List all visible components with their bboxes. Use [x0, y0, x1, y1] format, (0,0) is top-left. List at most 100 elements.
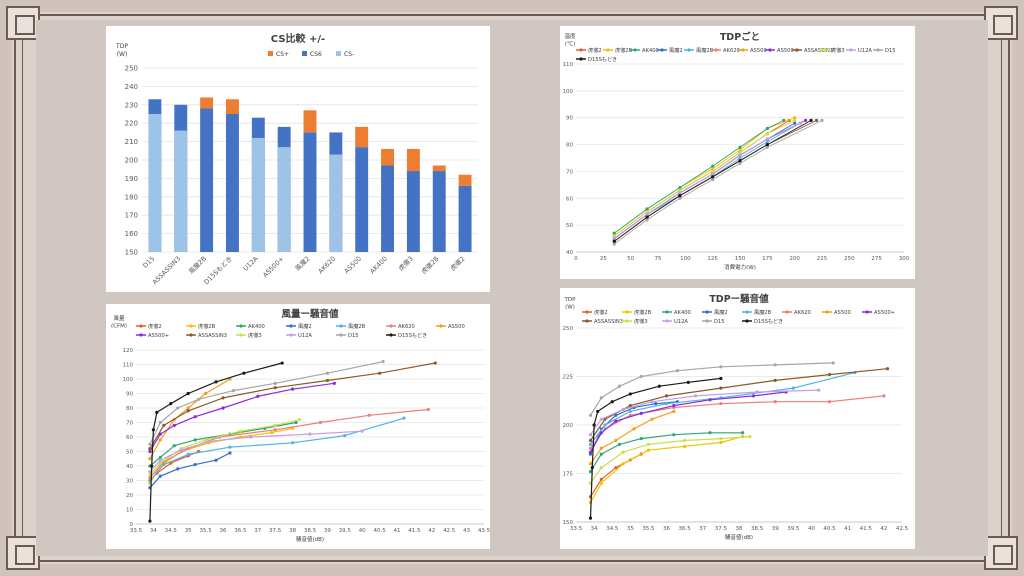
data-point: [738, 148, 742, 152]
data-point: [151, 428, 155, 432]
data-point: [360, 429, 364, 433]
data-point: [148, 519, 152, 523]
data-point: [639, 374, 643, 379]
data-point: [804, 118, 808, 122]
data-point: [273, 428, 277, 432]
legend-marker: [139, 324, 143, 328]
data-point: [798, 121, 802, 125]
legend-label: AK620: [723, 48, 740, 54]
x-tick-label: 34: [150, 528, 157, 534]
data-point: [343, 433, 347, 438]
y-tick-label: 250: [125, 65, 138, 73]
data-point: [628, 392, 632, 396]
data-point: [214, 380, 218, 384]
legend-label: AK400: [248, 324, 265, 330]
series-line: [149, 361, 384, 445]
data-point: [683, 438, 687, 443]
data-point: [162, 462, 166, 467]
legend-label: U12A: [858, 48, 872, 54]
data-point: [325, 371, 329, 375]
legend-label: 虎徹2B: [634, 308, 652, 316]
legend-label: 虎徹2B: [198, 322, 216, 330]
data-point: [193, 415, 197, 419]
y-tick-label: 120: [123, 348, 134, 354]
y-tick-label: 50: [126, 450, 133, 456]
legend-label: CS6: [310, 51, 322, 58]
x-tick-label: 37.5: [269, 528, 282, 534]
legend-label: 虎徹2: [588, 46, 602, 54]
y-tick-label: 110: [123, 363, 134, 369]
bar-cs6: [432, 171, 446, 252]
x-tick-label: AS500+: [261, 255, 285, 279]
legend-label: D15Sもどき: [588, 55, 617, 63]
legend-marker: [768, 48, 772, 52]
legend-label: D15: [348, 333, 359, 339]
legend-marker: [189, 333, 193, 337]
y-tick-label: 20: [126, 493, 133, 499]
data-point: [672, 433, 676, 437]
x-tick-label: 100: [680, 256, 691, 262]
data-point: [599, 431, 603, 435]
data-point: [231, 389, 236, 393]
series-line: [149, 382, 335, 452]
data-point: [738, 156, 742, 160]
data-point: [599, 452, 603, 456]
x-tick-label: 150: [735, 256, 746, 262]
data-point: [610, 400, 614, 404]
legend-marker: [585, 319, 589, 323]
legend-label: 風魔2B: [348, 322, 366, 330]
data-point: [148, 449, 152, 454]
data-point: [588, 462, 593, 466]
data-point: [711, 167, 715, 171]
x-tick-label: 41.5: [408, 528, 421, 534]
legend-marker: [825, 310, 829, 314]
data-point: [158, 474, 162, 478]
legend-marker: [579, 57, 583, 61]
legend-label: 風魔2: [714, 308, 728, 316]
y-tick-label: 200: [563, 423, 574, 429]
x-tick-label: 40: [808, 526, 815, 532]
data-point: [221, 396, 225, 400]
data-point: [675, 369, 680, 373]
data-point: [207, 439, 211, 443]
x-tick-label: 0: [574, 256, 578, 262]
data-point: [773, 378, 777, 382]
x-tick-label: 40: [359, 528, 366, 534]
legend-label: AK620: [398, 324, 415, 330]
data-point: [221, 406, 225, 410]
bar-cs-plus: [200, 97, 214, 109]
data-point: [748, 435, 752, 439]
data-point: [628, 409, 632, 414]
data-point: [645, 207, 649, 211]
data-point: [150, 464, 154, 468]
x-tick-label: 75: [655, 256, 662, 262]
bar-cs6: [458, 185, 472, 252]
data-point: [782, 118, 786, 122]
data-point: [645, 218, 649, 222]
data-point: [588, 446, 593, 450]
x-tick-label: 38: [736, 526, 743, 532]
data-point: [678, 194, 682, 198]
legend-marker: [239, 324, 243, 328]
legend-marker: [741, 48, 745, 52]
x-tick-label: 35: [185, 528, 192, 534]
x-tick-label: 41: [844, 526, 851, 532]
chart-title: TDPー騒音値: [709, 293, 769, 305]
data-point: [294, 420, 298, 425]
data-point: [614, 419, 618, 423]
data-point: [617, 384, 622, 388]
legend-label: ASSASSIN3: [804, 48, 833, 54]
data-point: [678, 188, 682, 192]
x-axis-title: 騒音値(dB): [725, 533, 753, 541]
y-tick-label: 220: [125, 120, 138, 128]
data-point: [588, 450, 593, 454]
y-tick-label: 10: [126, 508, 133, 514]
data-point: [590, 466, 594, 470]
data-point: [273, 381, 277, 385]
y-tick-label: 60: [566, 196, 573, 202]
legend-swatch: [268, 51, 273, 56]
bar-cs6: [200, 108, 214, 252]
data-point: [148, 457, 152, 461]
data-point: [599, 396, 603, 400]
bar-cs-plus: [355, 126, 369, 148]
